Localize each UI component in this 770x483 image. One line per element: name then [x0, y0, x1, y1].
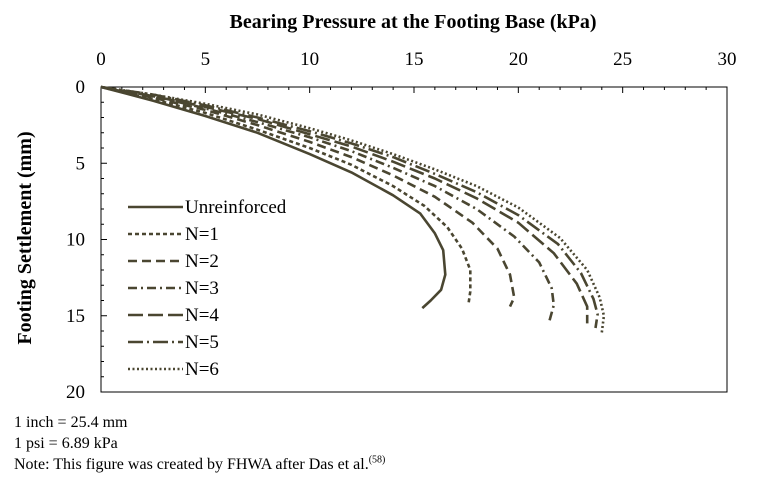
unit-note-psi: 1 psi = 6.89 kPa — [14, 435, 118, 452]
legend-label: N=6 — [185, 359, 219, 380]
x-tick-label: 15 — [405, 49, 424, 70]
y-tick-label: 20 — [66, 382, 85, 403]
y-tick-label: 0 — [76, 77, 86, 98]
series-line-n1 — [100, 85, 472, 306]
series-group — [100, 85, 606, 333]
x-tick-label: 30 — [718, 49, 737, 70]
x-tick-label: 20 — [509, 49, 528, 70]
x-tick-label: 5 — [201, 49, 211, 70]
chart-title: Bearing Pressure at the Footing Base (kP… — [229, 11, 596, 33]
x-tick-label: 0 — [96, 49, 106, 70]
legend-label: N=3 — [185, 278, 219, 299]
y-tick-label: 5 — [76, 153, 86, 174]
y-axis-label: Footing Settlement (mm) — [14, 131, 36, 344]
source-note-reference: (58) — [368, 454, 386, 466]
legend-label: N=2 — [185, 251, 219, 272]
legend: Unreinforced N=1 N=2 N=3 N=4 N=5 N=6 — [128, 197, 287, 380]
series-line-n3 — [100, 85, 556, 321]
legend-label: N=1 — [185, 224, 219, 245]
x-tick-label: 25 — [613, 49, 632, 70]
y-tick-label: 10 — [66, 230, 85, 251]
figure-notes: 1 inch = 25.4 mm 1 psi = 6.89 kPa Note: … — [14, 412, 385, 475]
source-note: Note: This figure was created by FHWA af… — [14, 454, 385, 475]
unit-note-inch: 1 inch = 25.4 mm — [14, 414, 128, 431]
legend-label: N=5 — [185, 332, 219, 353]
series-line-n2 — [100, 85, 516, 308]
y-tick-label: 15 — [66, 306, 85, 327]
series-line-n4 — [100, 85, 589, 324]
series-line-unreinforced — [100, 85, 447, 310]
legend-label: N=4 — [185, 305, 219, 326]
settlement-chart: Bearing Pressure at the Footing Base (kP… — [14, 11, 737, 403]
axis-ticks: 0 5 10 15 20 25 30 0 5 10 15 20 — [66, 49, 737, 403]
legend-label: Unreinforced — [185, 197, 287, 218]
source-note-text: Note: This figure was created by FHWA af… — [14, 456, 369, 473]
series-line-n5 — [100, 85, 599, 329]
x-tick-label: 10 — [300, 49, 319, 70]
series-line-n6 — [100, 85, 606, 333]
